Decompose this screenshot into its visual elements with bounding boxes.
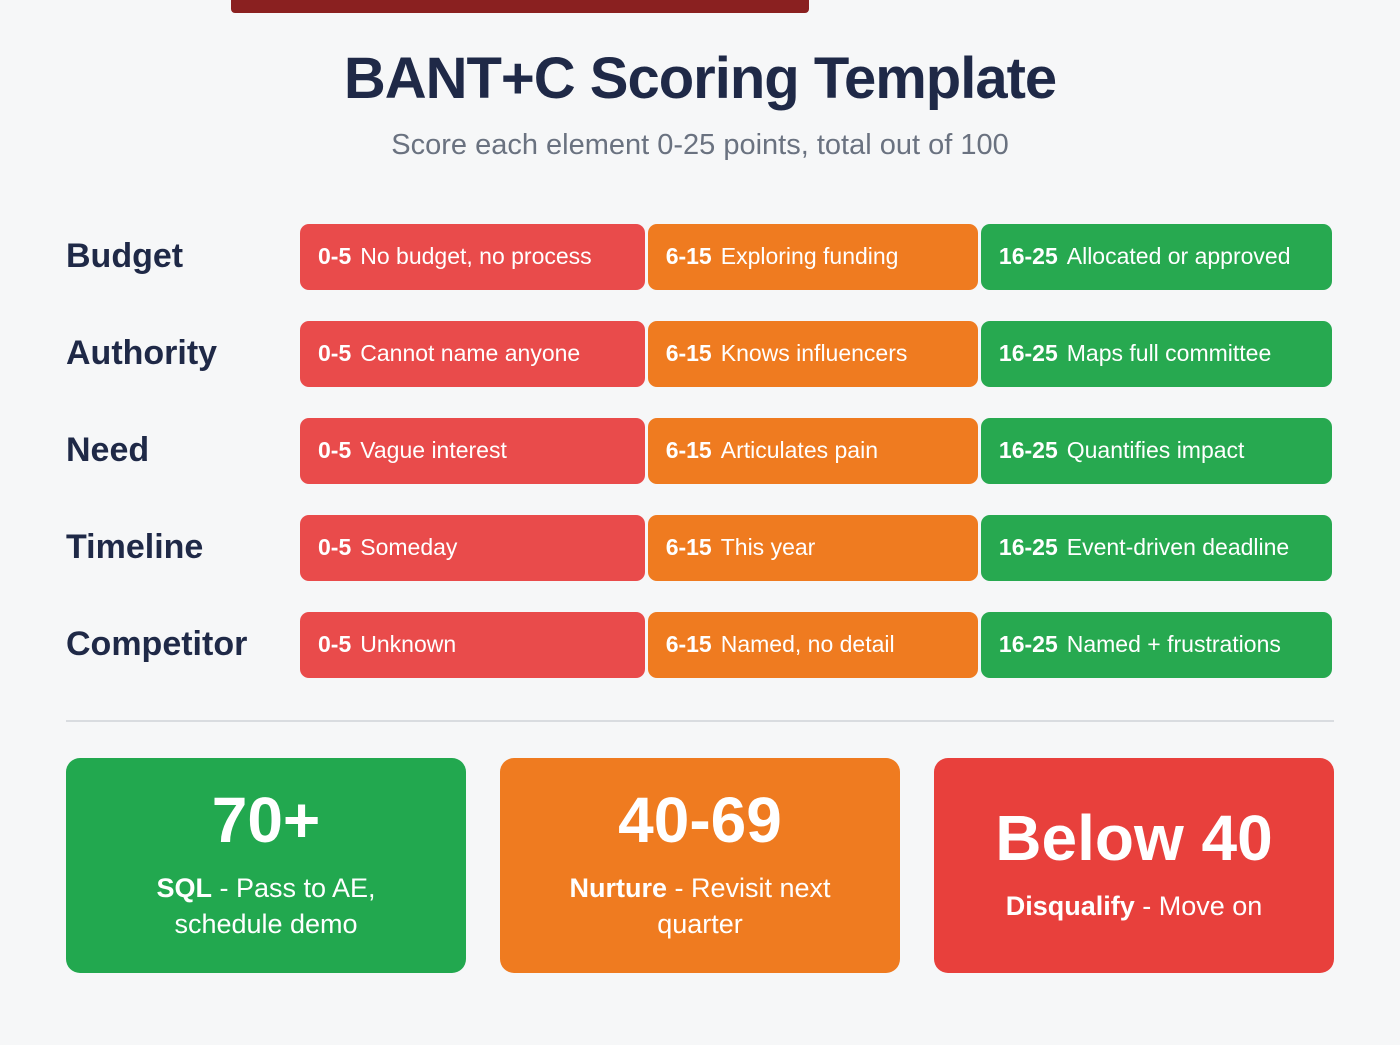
segment-range: 16-25	[998, 534, 1058, 561]
segment-range: 6-15	[665, 534, 712, 561]
score-cards: 70+ SQL - Pass to AE, schedule demo 40-6…	[66, 757, 1334, 973]
segment-range: 0-5	[318, 437, 352, 464]
score-row-authority: Authority 0-5 Cannot name anyone 6-15 Know…	[66, 320, 1332, 387]
card-category: Disqualify	[1005, 890, 1135, 921]
segment-high: 16-25 Quantifies impact	[980, 417, 1332, 484]
segment-high: 16-25 Allocated or approved	[980, 223, 1332, 290]
card-detail: Disqualify - Move on	[1006, 888, 1263, 924]
segment-text: Articulates pain	[720, 437, 878, 464]
segment-mid: 6-15 Knows influencers	[647, 320, 978, 387]
card-detail-text: - Pass to AE, schedule demo	[174, 872, 376, 940]
segment-range: 16-25	[998, 631, 1058, 658]
card-category: Nurture	[569, 872, 667, 903]
score-row-timeline: Timeline 0-5 Someday 6-15 This year 16-25 E…	[66, 514, 1332, 581]
segment-text: Cannot name anyone	[360, 340, 581, 367]
segment-low: 0-5 Vague interest	[300, 417, 645, 484]
segment-range: 16-25	[998, 340, 1058, 367]
card-score: Below 40	[995, 801, 1273, 874]
score-card-sql: 70+ SQL - Pass to AE, schedule demo	[66, 757, 466, 973]
segment-range: 6-15	[665, 631, 712, 658]
row-label: Budget	[66, 237, 184, 276]
segment-range: 6-15	[665, 340, 712, 367]
score-card-nurture: 40-69 Nurture - Revisit next quarter	[500, 757, 900, 973]
segment-low: 0-5 No budget, no process	[300, 223, 645, 290]
segment-high: 16-25 Event-driven deadline	[980, 514, 1332, 581]
segment-low: 0-5 Unknown	[300, 611, 645, 678]
segment-text: Someday	[360, 534, 458, 561]
segment-range: 6-15	[665, 437, 712, 464]
segment-range: 0-5	[318, 631, 352, 658]
score-bar: 0-5 No budget, no process 6-15 Exploring f…	[300, 223, 1332, 290]
segment-text: Exploring funding	[720, 243, 899, 270]
row-label: Timeline	[66, 528, 204, 567]
segment-text: Allocated or approved	[1066, 243, 1291, 270]
segment-text: Quantifies impact	[1066, 437, 1245, 464]
score-row-budget: Budget 0-5 No budget, no process 6-15 Expl…	[66, 223, 1332, 290]
segment-mid: 6-15 Exploring funding	[647, 223, 978, 290]
segment-text: Vague interest	[360, 437, 507, 464]
card-detail-text: - Revisit next quarter	[657, 872, 831, 940]
segment-text: No budget, no process	[360, 243, 592, 270]
score-bar: 0-5 Vague interest 6-15 Articulates pain 1…	[300, 417, 1332, 484]
score-row-need: Need 0-5 Vague interest 6-15 Articulates p…	[66, 417, 1332, 484]
page-subtitle: Score each element 0-25 points, total ou…	[391, 128, 1009, 161]
page-title: BANT+C Scoring Template	[343, 46, 1057, 111]
segment-low: 0-5 Someday	[300, 514, 645, 581]
row-label: Need	[66, 431, 150, 470]
segment-text: Knows influencers	[720, 340, 908, 367]
segment-range: 6-15	[665, 243, 712, 270]
score-bar: 0-5 Unknown 6-15 Named, no detail 16-25 Nam…	[300, 611, 1332, 678]
segment-text: Named, no detail	[720, 631, 895, 658]
card-detail: Nurture - Revisit next quarter	[540, 870, 860, 943]
score-bar: 0-5 Cannot name anyone 6-15 Knows influenc…	[300, 320, 1332, 387]
segment-text: This year	[720, 534, 816, 561]
segment-mid: 6-15 This year	[647, 514, 978, 581]
segment-text: Named + frustrations	[1066, 631, 1281, 658]
score-card-disqualify: Below 40 Disqualify - Move on	[934, 757, 1334, 973]
scoring-table: Budget 0-5 No budget, no process 6-15 Expl…	[66, 223, 1332, 678]
segment-high: 16-25 Named + frustrations	[980, 611, 1332, 678]
segment-high: 16-25 Maps full committee	[980, 320, 1332, 387]
score-row-competitor: Competitor 0-5 Unknown 6-15 Named, no deta…	[66, 611, 1332, 678]
row-label: Competitor	[66, 625, 248, 664]
page-header: BANT+C Scoring Template Score each eleme…	[0, 0, 1400, 162]
segment-range: 0-5	[318, 534, 352, 561]
divider	[66, 719, 1334, 722]
segment-range: 16-25	[998, 437, 1058, 464]
segment-text: Maps full committee	[1066, 340, 1272, 367]
card-detail: SQL - Pass to AE, schedule demo	[106, 870, 426, 943]
score-bar: 0-5 Someday 6-15 This year 16-25 Event-driv…	[300, 514, 1332, 581]
card-score: 40-69	[618, 783, 782, 856]
segment-text: Unknown	[360, 631, 457, 658]
segment-range: 0-5	[318, 340, 352, 367]
top-accent-bar	[231, 0, 809, 13]
segment-text: Event-driven deadline	[1066, 534, 1290, 561]
segment-range: 0-5	[318, 243, 352, 270]
card-category: SQL	[156, 872, 212, 903]
segment-range: 16-25	[998, 243, 1058, 270]
row-label: Authority	[66, 334, 218, 373]
card-score: 70+	[211, 783, 321, 856]
segment-mid: 6-15 Articulates pain	[647, 417, 978, 484]
card-detail-text: - Move on	[1134, 890, 1263, 921]
segment-mid: 6-15 Named, no detail	[647, 611, 978, 678]
segment-low: 0-5 Cannot name anyone	[300, 320, 645, 387]
